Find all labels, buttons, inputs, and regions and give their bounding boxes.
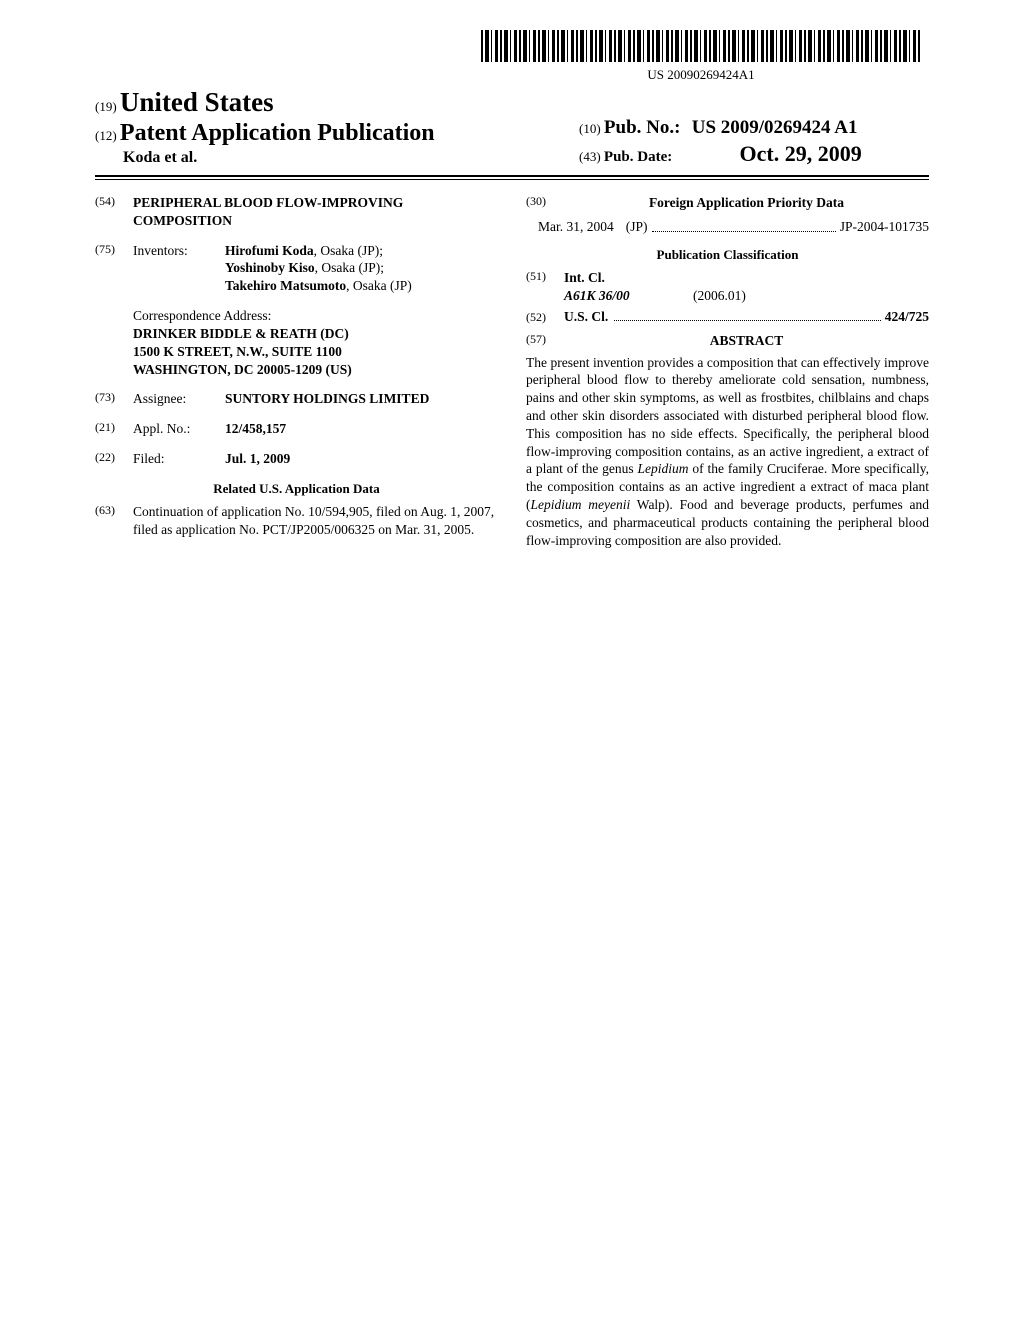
intcl-year: (2006.01) bbox=[693, 288, 746, 303]
assignee: SUNTORY HOLDINGS LIMITED bbox=[225, 390, 498, 408]
intcl-label: Int. Cl. bbox=[564, 269, 929, 287]
code-51: (51) bbox=[526, 269, 564, 305]
abstract-label: ABSTRACT bbox=[564, 332, 929, 350]
abstract-part-1: The present invention provides a composi… bbox=[526, 355, 929, 477]
code-21: (21) bbox=[95, 420, 133, 438]
uscl-code: 424/725 bbox=[885, 308, 929, 326]
rule-bottom bbox=[95, 179, 929, 180]
related-title: Related U.S. Application Data bbox=[95, 480, 498, 497]
corr-line-2: 1500 K STREET, N.W., SUITE 1100 bbox=[133, 343, 498, 361]
pub-date-label: Pub. Date: bbox=[604, 149, 672, 165]
code-52: (52) bbox=[526, 310, 564, 326]
foreign-country: (JP) bbox=[626, 218, 648, 236]
authors: Koda et al. bbox=[123, 149, 465, 167]
country: United States bbox=[120, 87, 274, 117]
rule-top bbox=[95, 175, 929, 177]
header-right: (10) Pub. No.: US 2009/0269424 A1 (43) P… bbox=[579, 117, 929, 167]
doc-type: Patent Application Publication bbox=[120, 120, 435, 146]
inventor-3: Takehiro Matsumoto bbox=[225, 278, 346, 293]
appl-no: 12/458,157 bbox=[225, 420, 498, 438]
pub-no-label: Pub. No.: bbox=[604, 117, 681, 138]
filed-label: Filed: bbox=[133, 450, 225, 468]
pub-date: Oct. 29, 2009 bbox=[740, 141, 862, 166]
inventors-entry: (75) Inventors: Hirofumi Koda, Osaka (JP… bbox=[95, 242, 498, 295]
filed-date: Jul. 1, 2009 bbox=[225, 450, 498, 468]
uscl-label: U.S. Cl. bbox=[564, 308, 608, 326]
lepidium-meyenii: Lepidium meyenii bbox=[531, 497, 631, 512]
intcl-block: Int. Cl. A61K 36/00 (2006.01) bbox=[564, 269, 929, 305]
assignee-entry: (73) Assignee: SUNTORY HOLDINGS LIMITED bbox=[95, 390, 498, 408]
code-12: (12) bbox=[95, 128, 117, 143]
doc-type-line: (12) Patent Application Publication bbox=[95, 120, 465, 147]
inventor-1: Hirofumi Koda bbox=[225, 243, 314, 258]
foreign-date: Mar. 31, 2004 bbox=[538, 218, 614, 236]
intcl-entry: (51) Int. Cl. A61K 36/00 (2006.01) bbox=[526, 269, 929, 305]
abstract-header: (57) ABSTRACT bbox=[526, 332, 929, 350]
country-line: (19) United States bbox=[95, 87, 465, 118]
foreign-row: Mar. 31, 2004 (JP) JP-2004-101735 bbox=[526, 218, 929, 236]
pub-date-line: (43) Pub. Date: Oct. 29, 2009 bbox=[579, 141, 929, 167]
barcode-graphic bbox=[481, 30, 921, 62]
abstract-text: The present invention provides a composi… bbox=[526, 354, 929, 550]
left-column: (54) PERIPHERAL BLOOD FLOW-IMPROVING COM… bbox=[95, 194, 498, 549]
code-10: (10) bbox=[579, 121, 601, 136]
code-63: (63) bbox=[95, 503, 133, 539]
barcode-number: US 20090269424A1 bbox=[481, 67, 921, 83]
filed-entry: (22) Filed: Jul. 1, 2009 bbox=[95, 450, 498, 468]
invention-title: PERIPHERAL BLOOD FLOW-IMPROVING COMPOSIT… bbox=[133, 194, 498, 230]
appl-label: Appl. No.: bbox=[133, 420, 225, 438]
foreign-header: (30) Foreign Application Priority Data bbox=[526, 194, 929, 212]
uscl-entry: (52) U.S. Cl. 424/725 bbox=[526, 306, 929, 325]
body-columns: (54) PERIPHERAL BLOOD FLOW-IMPROVING COM… bbox=[95, 194, 929, 549]
code-43: (43) bbox=[579, 149, 601, 164]
intcl-line: A61K 36/00 (2006.01) bbox=[564, 287, 929, 305]
foreign-title: Foreign Application Priority Data bbox=[564, 194, 929, 212]
pub-no: US 2009/0269424 A1 bbox=[692, 117, 858, 138]
right-column: (30) Foreign Application Priority Data M… bbox=[526, 194, 929, 549]
pub-no-line: (10) Pub. No.: US 2009/0269424 A1 bbox=[579, 117, 929, 139]
code-57: (57) bbox=[526, 332, 564, 350]
correspondence: Correspondence Address: DRINKER BIDDLE &… bbox=[133, 307, 498, 378]
barcode-block: US 20090269424A1 bbox=[95, 30, 929, 83]
code-19: (19) bbox=[95, 99, 117, 114]
intcl-code: A61K 36/00 bbox=[564, 288, 630, 303]
code-73: (73) bbox=[95, 390, 133, 408]
patent-page: US 20090269424A1 (19) United States (12)… bbox=[0, 0, 1024, 589]
inventor-2: Yoshinoby Kiso bbox=[225, 260, 315, 275]
continuation-entry: (63) Continuation of application No. 10/… bbox=[95, 503, 498, 539]
corr-label: Correspondence Address: bbox=[133, 307, 498, 325]
code-75: (75) bbox=[95, 242, 133, 295]
title-entry: (54) PERIPHERAL BLOOD FLOW-IMPROVING COM… bbox=[95, 194, 498, 230]
continuation-text: Continuation of application No. 10/594,9… bbox=[133, 503, 498, 539]
code-22: (22) bbox=[95, 450, 133, 468]
code-30: (30) bbox=[526, 194, 564, 212]
header: (19) United States (12) Patent Applicati… bbox=[95, 87, 929, 167]
corr-line-1: DRINKER BIDDLE & REATH (DC) bbox=[133, 325, 498, 343]
dotted-leader bbox=[652, 218, 836, 233]
code-54: (54) bbox=[95, 194, 133, 230]
genus-lepidium: Lepidium bbox=[638, 461, 689, 476]
header-left: (19) United States (12) Patent Applicati… bbox=[95, 87, 465, 167]
assignee-label: Assignee: bbox=[133, 390, 225, 408]
classification-title: Publication Classification bbox=[526, 246, 929, 263]
foreign-num: JP-2004-101735 bbox=[840, 218, 929, 236]
inventors-list: Hirofumi Koda, Osaka (JP); Yoshinoby Kis… bbox=[225, 242, 498, 295]
appl-entry: (21) Appl. No.: 12/458,157 bbox=[95, 420, 498, 438]
corr-line-3: WASHINGTON, DC 20005-1209 (US) bbox=[133, 361, 498, 379]
dotted-leader-2 bbox=[614, 306, 880, 321]
inventors-label: Inventors: bbox=[133, 242, 225, 295]
